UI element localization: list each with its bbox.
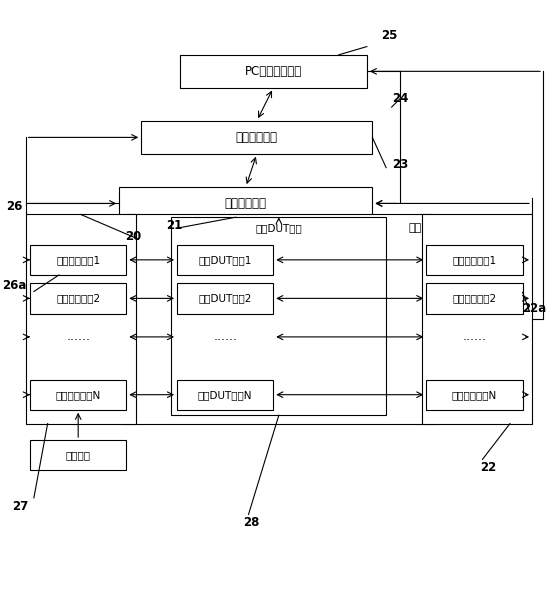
Text: 28: 28 (243, 516, 259, 529)
FancyBboxPatch shape (30, 245, 126, 275)
Text: 22a: 22a (522, 302, 547, 314)
Text: 三级主控单元2: 三级主控单元2 (453, 293, 496, 304)
Text: 芯片DUT总板: 芯片DUT总板 (255, 223, 302, 233)
Text: 23: 23 (392, 159, 408, 172)
FancyBboxPatch shape (177, 245, 273, 275)
Text: 26a: 26a (2, 280, 27, 292)
FancyBboxPatch shape (177, 380, 273, 410)
Text: 芯片DUT装置N: 芯片DUT装置N (198, 390, 253, 400)
FancyBboxPatch shape (30, 440, 126, 470)
FancyBboxPatch shape (30, 380, 126, 410)
Text: 20: 20 (125, 230, 141, 243)
Text: 频率测量单元1: 频率测量单元1 (56, 255, 100, 265)
FancyBboxPatch shape (30, 283, 126, 314)
FancyBboxPatch shape (427, 283, 522, 314)
Text: 22: 22 (480, 461, 496, 474)
FancyBboxPatch shape (422, 214, 532, 424)
Text: 25: 25 (381, 29, 397, 42)
FancyBboxPatch shape (125, 214, 433, 424)
Text: 26: 26 (7, 200, 23, 213)
Text: 三级主控单元N: 三级主控单元N (452, 390, 497, 400)
Text: 三级主控单元1: 三级主控单元1 (453, 255, 496, 265)
Text: 频率测量单元2: 频率测量单元2 (56, 293, 100, 304)
Text: ......: ...... (66, 330, 90, 343)
Text: 二级主控单元: 二级主控单元 (225, 197, 267, 210)
Text: 芯片DUT装置1: 芯片DUT装置1 (198, 255, 252, 265)
Text: 一级主控单元: 一级主控单元 (236, 131, 278, 144)
FancyBboxPatch shape (141, 121, 372, 154)
FancyBboxPatch shape (427, 245, 522, 275)
Text: 芯片DUT装置2: 芯片DUT装置2 (198, 293, 252, 304)
FancyBboxPatch shape (172, 217, 386, 415)
Text: 21: 21 (166, 219, 182, 232)
Text: 27: 27 (12, 500, 28, 513)
FancyBboxPatch shape (427, 380, 522, 410)
FancyBboxPatch shape (177, 283, 273, 314)
Text: 温箱: 温箱 (409, 223, 422, 233)
FancyBboxPatch shape (179, 55, 367, 88)
FancyBboxPatch shape (119, 187, 372, 220)
Text: 频率测量单元N: 频率测量单元N (55, 390, 101, 400)
FancyBboxPatch shape (25, 214, 136, 424)
Text: 24: 24 (392, 92, 408, 105)
Text: ......: ...... (463, 330, 486, 343)
Text: ......: ...... (213, 330, 237, 343)
Text: PC机及主控软件: PC机及主控软件 (245, 65, 302, 78)
Text: 基准钟源: 基准钟源 (66, 450, 91, 460)
